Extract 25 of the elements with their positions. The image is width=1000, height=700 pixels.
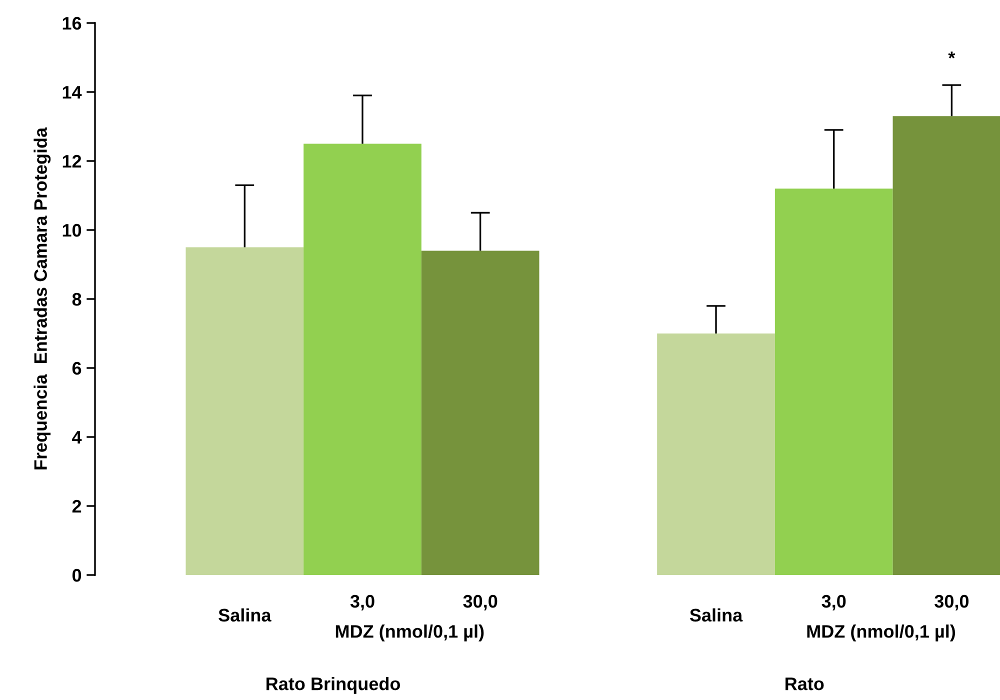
text: MDZ (nmol/0,1 µl) (336, 624, 484, 642)
y-tick-label: 2 (72, 500, 82, 513)
bar (304, 144, 422, 575)
x-tick-label: 3,0 (350, 594, 374, 610)
y-axis-title: Frequencia Entradas Camara Protegida (34, 127, 51, 470)
y-tick-label: 4 (72, 431, 82, 444)
text: Rato Brinquedo (266, 676, 400, 694)
x-tick-label: 30,0 (934, 594, 969, 610)
text: Rato (786, 678, 824, 690)
bar (421, 250, 540, 575)
annotation: * (948, 52, 956, 58)
x-tick-label: Salina (690, 608, 743, 622)
x-tick-label: Salina (218, 608, 272, 622)
x-tick-label: 30,0 (463, 594, 498, 610)
y-tick-label: 10 (62, 224, 82, 237)
bar (657, 334, 775, 575)
y-tick-label: 16 (62, 16, 82, 30)
y-tick-label: 12 (62, 154, 82, 168)
bar (186, 247, 304, 575)
y-tick-label: 0 (72, 568, 82, 582)
x-tick-label: 3,0 (822, 594, 846, 610)
text: MDZ (nmol/0,1 µl) (807, 624, 956, 642)
y-tick-label: 14 (62, 86, 82, 99)
y-tick-label: 8 (72, 292, 82, 306)
y-tick-label: 6 (72, 362, 82, 375)
